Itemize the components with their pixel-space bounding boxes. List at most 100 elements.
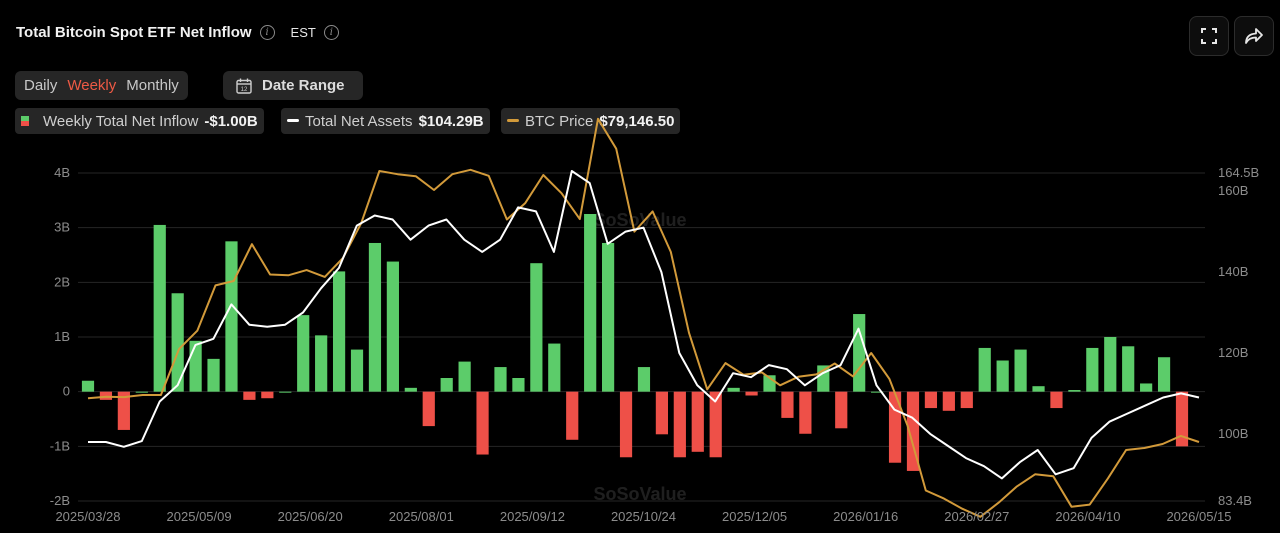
legend-label: Total Net Assets	[305, 112, 413, 130]
y-left-tick-label: 0	[63, 384, 70, 399]
bar	[386, 261, 399, 392]
bar	[1122, 346, 1135, 392]
bar-swatch-icon	[21, 116, 29, 126]
legend-btc-price[interactable]: BTC Price $79,146.50	[501, 108, 681, 134]
date-range-button[interactable]: 12 Date Range	[223, 71, 363, 100]
bar	[835, 391, 848, 429]
bar	[476, 391, 489, 455]
bar	[1140, 383, 1153, 392]
bar-series	[81, 214, 1189, 471]
x-tick-label: 2025/08/01	[389, 509, 454, 524]
y-right-tick-label: 120B	[1218, 345, 1248, 360]
legend-value: $104.29B	[418, 112, 484, 130]
bar	[1104, 337, 1117, 392]
y-left-tick-label: -2B	[50, 493, 70, 508]
bar	[584, 214, 597, 392]
legend-label: Weekly Total Net Inflow	[43, 112, 199, 130]
bar	[279, 391, 292, 393]
x-tick-label: 2025/03/28	[55, 509, 120, 524]
bar	[153, 224, 166, 392]
tab-monthly[interactable]: Monthly	[126, 77, 179, 94]
date-range-label: Date Range	[262, 77, 345, 94]
timezone-label: EST	[290, 25, 316, 40]
x-tick-label: 2026/01/16	[833, 509, 898, 524]
bar	[960, 391, 973, 409]
bar	[207, 358, 220, 392]
bar	[871, 391, 884, 393]
legend-value: -$1.00B	[204, 112, 258, 130]
bar	[315, 335, 328, 392]
info-icon[interactable]: i	[259, 25, 275, 40]
bar	[691, 391, 704, 452]
tab-daily[interactable]: Daily	[24, 77, 58, 94]
bar	[404, 387, 417, 392]
interval-tabs: Daily Weekly Monthly	[15, 71, 188, 100]
bar	[261, 391, 274, 399]
bar	[853, 314, 866, 392]
bar	[1175, 391, 1189, 447]
bar	[924, 391, 938, 409]
x-tick-label: 2025/12/05	[722, 509, 787, 524]
axis-labels: 4B 3B 2B 1B 0 -1B -2B 164.5B 160B 140B 120B 100B 83.…	[50, 165, 1259, 524]
legend-net-inflow[interactable]: Weekly Total Net Inflow -$1.00B	[15, 108, 264, 134]
legend-net-assets[interactable]: Total Net Assets $104.29B	[281, 108, 490, 134]
bar	[1014, 349, 1027, 392]
bar	[548, 343, 561, 392]
calendar-icon: 12	[236, 78, 252, 94]
bar	[81, 380, 95, 392]
x-tick-label: 2026/04/10	[1055, 509, 1120, 524]
bar	[942, 391, 955, 411]
bar	[350, 349, 364, 392]
line-swatch-icon	[507, 119, 519, 122]
bar	[566, 391, 579, 440]
legend-label: BTC Price	[525, 112, 594, 130]
share-icon	[1245, 28, 1263, 44]
bar	[512, 378, 525, 392]
svg-text:12: 12	[241, 87, 248, 93]
net-assets-line	[88, 170, 1200, 480]
bar	[530, 263, 543, 392]
bar	[799, 391, 812, 434]
bar	[727, 387, 740, 392]
fullscreen-button[interactable]	[1189, 16, 1229, 56]
tab-weekly[interactable]: Weekly	[67, 77, 117, 94]
bar	[602, 242, 615, 392]
bar	[619, 391, 633, 458]
x-tick-label: 2026/02/27	[944, 509, 1009, 524]
bar	[906, 391, 920, 471]
bar	[996, 360, 1009, 392]
bar	[440, 378, 453, 392]
bar	[422, 391, 435, 427]
bar	[1086, 347, 1099, 392]
bar	[117, 391, 130, 430]
fullscreen-icon	[1201, 28, 1217, 44]
timezone-info-icon[interactable]: i	[323, 25, 339, 40]
page-title: Total Bitcoin Spot ETF Net Inflow	[16, 24, 252, 41]
y-left-tick-label: 4B	[54, 165, 70, 180]
y-right-tick-label: 164.5B	[1218, 165, 1259, 180]
line-series	[87, 117, 1200, 518]
y-right-tick-label: 83.4B	[1218, 493, 1252, 508]
bar	[637, 367, 651, 392]
bar	[225, 241, 238, 392]
bar	[458, 361, 471, 392]
btc-price-line	[87, 117, 1200, 518]
y-right-tick-label: 160B	[1218, 183, 1248, 198]
line-swatch-icon	[287, 119, 299, 122]
bar	[978, 347, 991, 392]
bar	[189, 340, 202, 392]
bar	[1068, 390, 1081, 392]
bar	[1032, 386, 1045, 392]
share-button[interactable]	[1234, 16, 1274, 56]
bar	[494, 367, 507, 392]
bar	[1050, 391, 1063, 409]
x-tick-label: 2025/10/24	[611, 509, 676, 524]
bar	[673, 391, 686, 458]
y-left-tick-label: -1B	[50, 438, 70, 453]
x-tick-label: 2025/06/20	[278, 509, 343, 524]
bar	[297, 315, 310, 392]
x-tick-label: 2025/09/12	[500, 509, 565, 524]
y-right-tick-label: 140B	[1218, 264, 1248, 279]
bar	[655, 391, 668, 435]
